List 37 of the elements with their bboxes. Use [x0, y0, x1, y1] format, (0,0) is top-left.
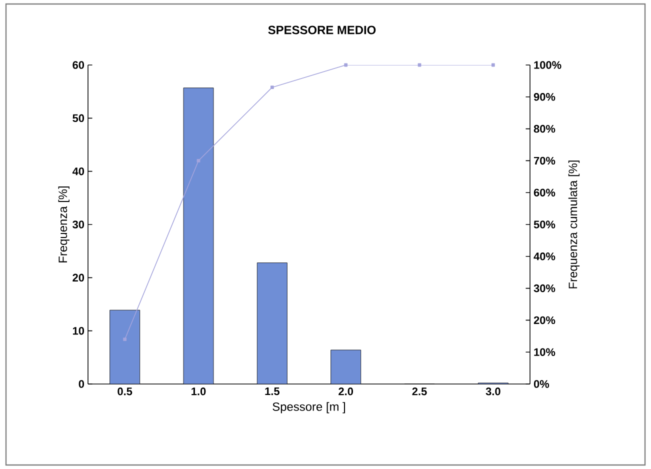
bar [330, 350, 362, 384]
bar [110, 310, 140, 384]
y2-tick-label: 60% [534, 188, 556, 196]
y2-tick-label: 40% [534, 252, 556, 260]
x-tick-label: 3.0 [486, 388, 500, 396]
bar [256, 262, 288, 384]
y2-axis-title: Frequenza cumulata [%] [568, 160, 580, 288]
x-tick-label: 2.5 [412, 388, 427, 396]
point [270, 86, 274, 90]
y2-tick-label: 30% [534, 284, 556, 292]
y-tick-label: 40 [72, 167, 84, 176]
y2-tick-label: 0% [534, 380, 550, 388]
y2-tick-label: 50% [534, 220, 556, 228]
point [196, 159, 200, 162]
bar [183, 88, 214, 384]
y-tick-label: 30 [72, 220, 84, 228]
point [123, 338, 127, 342]
y-tick-label: 10 [72, 326, 84, 335]
y-tick-label: 0 [78, 380, 84, 388]
y2-tick-label: 90% [534, 93, 556, 101]
point [344, 63, 348, 67]
x-tick-label: 2.0 [338, 388, 353, 396]
x-tick-label: 0.5 [118, 388, 132, 396]
y-tick-label: 20 [72, 274, 84, 282]
point [491, 63, 495, 67]
y-axis-title: Frequenza [%] [58, 186, 70, 262]
y-tick-label: 50 [72, 114, 84, 122]
x-tick-label: 1.0 [192, 388, 206, 396]
y2-tick-label: 20% [534, 316, 556, 324]
y2-tick-label: 10% [534, 348, 556, 356]
x-tick-label: 1.5 [265, 388, 280, 396]
y2-tick-label: 100% [534, 61, 562, 69]
chart-title: SPESSORE MEDIO [268, 26, 376, 34]
y2-tick-label: 70% [534, 156, 556, 165]
y-tick-label: 60 [72, 61, 84, 69]
x-axis-title: Spessore [m ] [272, 402, 346, 414]
y2-tick-label: 80% [534, 124, 556, 133]
